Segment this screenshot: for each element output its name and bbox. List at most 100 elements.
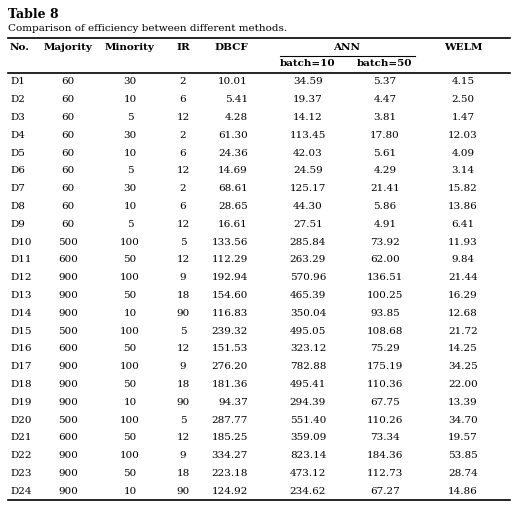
Text: 18: 18 [176,291,190,300]
Text: 551.40: 551.40 [290,416,326,425]
Text: 13.39: 13.39 [448,398,478,407]
Text: 3.14: 3.14 [452,167,474,175]
Text: 12: 12 [176,256,190,264]
Text: 17.80: 17.80 [370,131,400,140]
Text: 10: 10 [123,95,137,104]
Text: 9: 9 [180,273,186,282]
Text: 18: 18 [176,380,190,389]
Text: 50: 50 [123,291,137,300]
Text: 184.36: 184.36 [367,451,403,460]
Text: D24: D24 [10,487,32,496]
Text: 900: 900 [58,291,78,300]
Text: 10: 10 [123,398,137,407]
Text: D10: D10 [10,238,32,246]
Text: 73.92: 73.92 [370,238,400,246]
Text: 136.51: 136.51 [367,273,403,282]
Text: 350.04: 350.04 [290,309,326,318]
Text: 50: 50 [123,380,137,389]
Text: 287.77: 287.77 [212,416,248,425]
Text: 334.27: 334.27 [212,451,248,460]
Text: 21.72: 21.72 [448,327,478,336]
Text: Comparison of efficiency between different methods.: Comparison of efficiency between differe… [8,24,287,33]
Text: 68.61: 68.61 [218,184,248,193]
Text: D21: D21 [10,433,32,442]
Text: 10: 10 [123,202,137,211]
Text: 276.20: 276.20 [212,362,248,371]
Text: D1: D1 [10,77,25,86]
Text: 14.12: 14.12 [293,113,323,122]
Text: 151.53: 151.53 [212,344,248,354]
Text: No.: No. [10,43,30,51]
Text: 60: 60 [61,131,75,140]
Text: 900: 900 [58,398,78,407]
Text: 175.19: 175.19 [367,362,403,371]
Text: 600: 600 [58,344,78,354]
Text: D3: D3 [10,113,25,122]
Text: D17: D17 [10,362,32,371]
Text: 4.15: 4.15 [452,77,474,86]
Text: 15.82: 15.82 [448,184,478,193]
Text: 11.93: 11.93 [448,238,478,246]
Text: 60: 60 [61,113,75,122]
Text: 5: 5 [180,416,186,425]
Text: 500: 500 [58,327,78,336]
Text: 600: 600 [58,433,78,442]
Text: D18: D18 [10,380,32,389]
Text: 239.32: 239.32 [212,327,248,336]
Text: 9: 9 [180,451,186,460]
Text: 12: 12 [176,344,190,354]
Text: 50: 50 [123,433,137,442]
Text: 18: 18 [176,469,190,478]
Text: 100.25: 100.25 [367,291,403,300]
Text: 67.75: 67.75 [370,398,400,407]
Text: 16.29: 16.29 [448,291,478,300]
Text: 2: 2 [180,184,186,193]
Text: 94.37: 94.37 [218,398,248,407]
Text: 12: 12 [176,433,190,442]
Text: 113.45: 113.45 [290,131,326,140]
Text: D13: D13 [10,291,32,300]
Text: 112.29: 112.29 [212,256,248,264]
Text: 12.03: 12.03 [448,131,478,140]
Text: 14.86: 14.86 [448,487,478,496]
Text: D14: D14 [10,309,32,318]
Text: 223.18: 223.18 [212,469,248,478]
Text: 9.84: 9.84 [452,256,474,264]
Text: 90: 90 [176,309,190,318]
Text: Minority: Minority [105,43,155,51]
Text: 600: 600 [58,256,78,264]
Text: batch=50: batch=50 [357,59,413,69]
Text: 14.69: 14.69 [218,167,248,175]
Text: 5: 5 [180,238,186,246]
Text: Table 8: Table 8 [8,8,59,21]
Text: 6: 6 [180,149,186,157]
Text: 67.27: 67.27 [370,487,400,496]
Text: 10: 10 [123,309,137,318]
Text: 359.09: 359.09 [290,433,326,442]
Text: 900: 900 [58,362,78,371]
Text: 112.73: 112.73 [367,469,403,478]
Text: 2: 2 [180,77,186,86]
Text: D15: D15 [10,327,32,336]
Text: 60: 60 [61,167,75,175]
Text: 900: 900 [58,469,78,478]
Text: 5.37: 5.37 [373,77,397,86]
Text: 50: 50 [123,344,137,354]
Text: 24.36: 24.36 [218,149,248,157]
Text: D16: D16 [10,344,32,354]
Text: 10: 10 [123,487,137,496]
Text: 28.74: 28.74 [448,469,478,478]
Text: D8: D8 [10,202,25,211]
Text: 495.41: 495.41 [290,380,326,389]
Text: 154.60: 154.60 [212,291,248,300]
Text: 294.39: 294.39 [290,398,326,407]
Text: 5.86: 5.86 [373,202,397,211]
Text: 44.30: 44.30 [293,202,323,211]
Text: 60: 60 [61,77,75,86]
Text: 3.81: 3.81 [373,113,397,122]
Text: 22.00: 22.00 [448,380,478,389]
Text: DBCF: DBCF [214,43,248,51]
Text: 9: 9 [180,362,186,371]
Text: 5.61: 5.61 [373,149,397,157]
Text: 181.36: 181.36 [212,380,248,389]
